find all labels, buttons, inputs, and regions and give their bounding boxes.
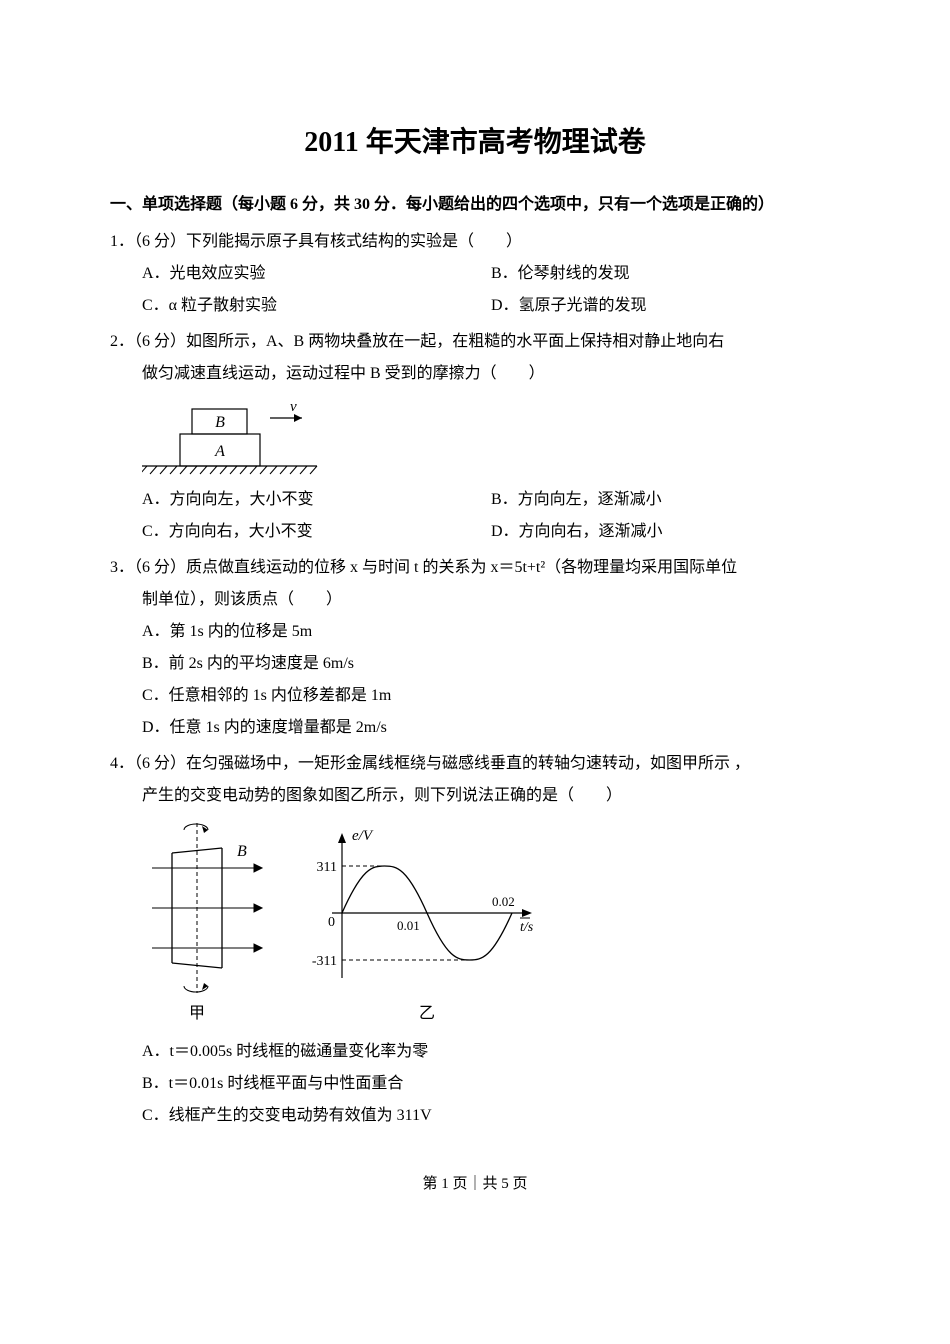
q1-opt-a: A．光电效应实验: [142, 258, 491, 290]
q1-options: A．光电效应实验 B．伦琴射线的发现 C．α 粒子散射实验 D．氢原子光谱的发现: [110, 258, 840, 322]
q2-opt-c: C．方向向右，大小不变: [142, 516, 491, 548]
subfig-yi-caption: 乙: [419, 1005, 435, 1022]
q4-options: A．t＝0.005s 时线框的磁通量变化率为零 B．t＝0.01s 时线框平面与…: [110, 1036, 840, 1132]
q4-opt-a: A．t＝0.005s 时线框的磁通量变化率为零: [142, 1036, 840, 1068]
q3-opt-b: B．前 2s 内的平均速度是 6m/s: [142, 648, 840, 680]
subfig-yi: e/V 311 -311 0 0.01 0.02 t/s 乙: [312, 828, 534, 1022]
exam-page: 2011 年天津市高考物理试卷 一、单项选择题（每小题 6 分，共 30 分．每…: [0, 0, 950, 1253]
q1-opt-b: B．伦琴射线的发现: [491, 258, 840, 290]
block-a-label: A: [214, 443, 225, 460]
q3-stem: 3．（6 分）质点做直线运动的位移 x 与时间 t 的关系为 x＝5t+t²（各…: [110, 552, 840, 584]
exam-title: 2011 年天津市高考物理试卷: [110, 120, 840, 160]
subfig-jia: B 甲: [152, 823, 262, 1022]
x-axis-label: t/s: [520, 920, 534, 935]
q3-opt-a: A．第 1s 内的位移是 5m: [142, 616, 840, 648]
q2-stem: 2．（6 分）如图所示，A、B 两物块叠放在一起，在粗糙的水平面上保持相对静止地…: [110, 326, 840, 358]
origin-label: 0: [328, 915, 335, 930]
emf-diagram: B 甲 e/V 311 -311: [142, 818, 542, 1028]
page-footer: 第 1 页｜共 5 页: [110, 1172, 840, 1193]
question-1: 1．（6 分）下列能揭示原子具有核式结构的实验是（ ） A．光电效应实验 B．伦…: [110, 226, 840, 322]
y-axis-label: e/V: [352, 828, 374, 844]
q2-options: A．方向向左，大小不变 B．方向向左，逐渐减小 C．方向向右，大小不变 D．方向…: [110, 484, 840, 548]
b-field-label: B: [237, 843, 247, 860]
q4-opt-b: B．t＝0.01s 时线框平面与中性面重合: [142, 1068, 840, 1100]
q2-opt-d: D．方向向右，逐渐减小: [491, 516, 840, 548]
subfig-jia-caption: 甲: [189, 1005, 205, 1022]
x-tick-002: 0.02: [492, 894, 515, 909]
q2-opt-b: B．方向向左，逐渐减小: [491, 484, 840, 516]
question-4: 4．（6 分）在匀强磁场中，一矩形金属线框绕与磁感线垂直的转轴匀速转动，如图甲所…: [110, 748, 840, 1132]
question-3: 3．（6 分）质点做直线运动的位移 x 与时间 t 的关系为 x＝5t+t²（各…: [110, 552, 840, 744]
ymax-label: 311: [317, 860, 337, 875]
q1-opt-d: D．氢原子光谱的发现: [491, 290, 840, 322]
q4-opt-c: C．线框产生的交变电动势有效值为 311V: [142, 1100, 840, 1132]
question-2: 2．（6 分）如图所示，A、B 两物块叠放在一起，在粗糙的水平面上保持相对静止地…: [110, 326, 840, 548]
q4-figure: B 甲 e/V 311 -311: [110, 818, 840, 1028]
q2-cont: 做匀减速直线运动，运动过程中 B 受到的摩擦力（ ）: [110, 358, 840, 390]
q3-options: A．第 1s 内的位移是 5m B．前 2s 内的平均速度是 6m/s C．任意…: [110, 616, 840, 744]
blocks-diagram: A B v: [142, 396, 332, 476]
ymin-label: -311: [312, 954, 337, 969]
x-tick-001: 0.01: [397, 918, 420, 933]
q3-cont: 制单位），则该质点（ ）: [110, 584, 840, 616]
q1-stem: 1．（6 分）下列能揭示原子具有核式结构的实验是（ ）: [110, 226, 840, 258]
q2-opt-a: A．方向向左，大小不变: [142, 484, 491, 516]
q3-opt-c: C．任意相邻的 1s 内位移差都是 1m: [142, 680, 840, 712]
q1-opt-c: C．α 粒子散射实验: [142, 290, 491, 322]
q3-opt-d: D．任意 1s 内的速度增量都是 2m/s: [142, 712, 840, 744]
block-b-label: B: [215, 414, 225, 431]
q4-stem: 4．（6 分）在匀强磁场中，一矩形金属线框绕与磁感线垂直的转轴匀速转动，如图甲所…: [110, 748, 840, 780]
velocity-label: v: [290, 399, 297, 415]
q2-figure: A B v: [110, 396, 840, 476]
section-1-heading: 一、单项选择题（每小题 6 分，共 30 分．每小题给出的四个选项中，只有一个选…: [110, 188, 840, 222]
q4-cont: 产生的交变电动势的图象如图乙所示，则下列说法正确的是（ ）: [110, 780, 840, 812]
